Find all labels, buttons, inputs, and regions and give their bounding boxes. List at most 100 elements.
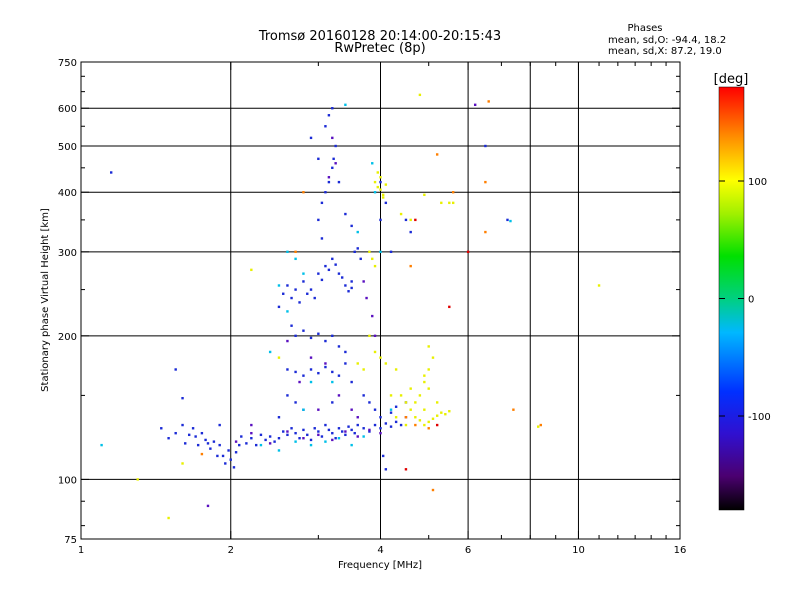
- data-point: [286, 368, 289, 371]
- data-point: [250, 268, 253, 272]
- data-point: [537, 425, 540, 428]
- data-point: [181, 423, 184, 427]
- data-point: [250, 423, 253, 427]
- data-point: [324, 365, 327, 369]
- data-point: [327, 428, 331, 432]
- data-point: [277, 416, 281, 419]
- data-point: [356, 423, 359, 427]
- data-point: [306, 433, 309, 437]
- data-point: [167, 516, 170, 520]
- data-point: [286, 430, 289, 433]
- data-point: [200, 431, 204, 435]
- data-point: [218, 443, 221, 447]
- data-point: [302, 272, 305, 275]
- data-point: [344, 212, 347, 216]
- data-point: [376, 185, 379, 189]
- data-point: [431, 417, 435, 420]
- data-point: [174, 431, 177, 435]
- data-point: [376, 171, 379, 174]
- data-point: [227, 449, 230, 452]
- data-point: [273, 440, 276, 443]
- data-point: [423, 374, 426, 377]
- data-point: [414, 401, 417, 404]
- data-point: [334, 144, 337, 148]
- data-point: [379, 427, 382, 430]
- data-point: [394, 405, 398, 408]
- data-point: [399, 212, 403, 216]
- data-point: [350, 428, 353, 432]
- data-point: [427, 345, 430, 348]
- data-point: [379, 176, 382, 179]
- data-point: [389, 394, 393, 397]
- data-point: [350, 224, 353, 228]
- data-point: [277, 449, 281, 452]
- data-point: [294, 401, 297, 404]
- data-point: [317, 157, 320, 161]
- data-point: [331, 431, 334, 435]
- data-point: [282, 292, 285, 295]
- data-point: [373, 191, 377, 194]
- data-point: [331, 438, 334, 442]
- data-point: [373, 334, 377, 338]
- data-point: [286, 284, 289, 287]
- data-point: [238, 443, 241, 447]
- data-point: [334, 263, 337, 266]
- data-point: [327, 114, 331, 117]
- data-point: [379, 180, 382, 184]
- data-point: [379, 416, 382, 419]
- data-point: [309, 136, 313, 140]
- data-point: [200, 452, 204, 456]
- data-point: [294, 250, 297, 254]
- data-point: [362, 435, 365, 438]
- data-point: [331, 166, 334, 170]
- x-tick-label: 1: [78, 545, 84, 556]
- data-point: [379, 431, 382, 435]
- data-point: [597, 284, 601, 287]
- data-point: [320, 201, 324, 205]
- data-point: [399, 394, 403, 397]
- data-point: [435, 423, 439, 427]
- data-point: [389, 408, 393, 411]
- data-point: [389, 425, 393, 428]
- data-point: [353, 250, 356, 254]
- data-point: [362, 427, 365, 430]
- data-point: [277, 356, 281, 359]
- data-point: [218, 423, 221, 427]
- x-tick-label: 10: [572, 545, 585, 556]
- data-point: [423, 193, 426, 197]
- data-point: [309, 336, 313, 340]
- data-point: [209, 447, 212, 450]
- data-point: [320, 237, 324, 240]
- data-point: [196, 443, 200, 447]
- data-point: [181, 462, 184, 465]
- phases-heading: Phases: [627, 23, 662, 34]
- y-axis-label: Stationary phase Virtual Height [km]: [40, 208, 51, 392]
- data-point: [381, 454, 385, 458]
- data-point: [317, 272, 320, 275]
- data-point: [268, 435, 272, 438]
- data-point: [379, 356, 382, 359]
- data-point: [337, 437, 341, 440]
- data-point: [473, 103, 477, 107]
- data-point: [331, 401, 334, 404]
- data-point: [344, 350, 347, 354]
- y-tick-label: 300: [58, 248, 77, 259]
- colorbar-ticks: 100 0 -100: [719, 177, 771, 423]
- data-point: [306, 292, 309, 295]
- data-point: [334, 162, 337, 165]
- data-point: [340, 276, 344, 279]
- data-point: [206, 504, 210, 508]
- data-point: [327, 176, 331, 179]
- chart-subtitle: RwPretec (8p): [334, 41, 425, 56]
- data-point: [356, 247, 359, 250]
- data-point: [409, 264, 412, 268]
- data-point: [399, 423, 403, 427]
- data-point: [350, 286, 353, 290]
- data-point: [427, 420, 430, 424]
- data-point: [448, 201, 451, 205]
- data-point: [344, 284, 347, 287]
- data-point: [290, 296, 293, 300]
- data-point: [294, 440, 297, 443]
- data-point: [187, 433, 191, 437]
- data-point: [191, 427, 195, 430]
